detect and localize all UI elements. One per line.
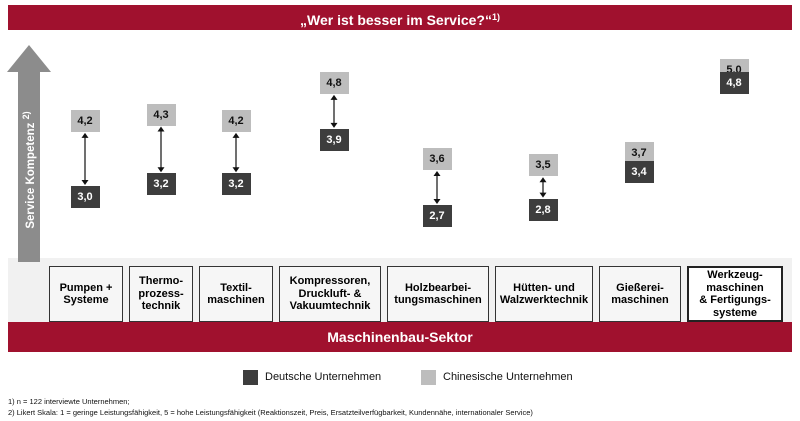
value-box-chinesische: 4,2 [221,109,251,132]
value-box-deutsche: 3,2 [146,173,176,196]
legend-label-deutsche: Deutsche Unternehmen [265,371,382,383]
value-box-deutsche: 3,0 [70,185,100,208]
category-holzbearbeitung: Holzbearbei-tungsmaschinen [387,266,489,322]
title-footnote-marker: 1) [491,12,500,22]
range-arrow [81,132,89,185]
sector-banner: Maschinenbau-Sektor [8,322,792,352]
value-box-chinesische: 3,5 [528,154,558,177]
footnote-2: 2) Likert Skala: 1 = geringe Leistungsfä… [8,408,533,417]
category-werkzeugmaschinen: Werkzeug-maschinen & Fertigungs-systeme [687,266,783,322]
value-box-chinesische: 4,2 [70,109,100,132]
chart-title: „Wer ist besser im Service?“ [300,12,492,28]
category-label: Thermo-prozess-technik [138,275,184,313]
category-kompressoren: Kompressoren, Druckluft- & Vakuumtechnik [279,266,381,322]
legend-swatch-deutsche [243,370,258,385]
legend-label-chinesische: Chinesische Unternehmen [443,371,573,383]
range-arrow [157,126,165,173]
title-banner: „Wer ist besser im Service?“1) [8,5,792,30]
category-label: Textil-maschinen [207,281,265,307]
category-label: Werkzeug-maschinen & Fertigungs-systeme [699,269,771,319]
sector-label: Maschinenbau-Sektor [327,329,473,345]
category-label: Holzbearbei-tungsmaschinen [394,281,482,307]
category-thermoprozess: Thermo-prozess-technik [129,266,193,322]
range-arrow [330,94,338,128]
category-label: Kompressoren, Druckluft- & Vakuumtechnik [289,275,371,313]
legend-swatch-chinesische [421,370,436,385]
value-box-chinesische: 3,7 [624,141,654,164]
range-arrow [232,132,240,173]
value-box-deutsche: 2,7 [422,205,452,227]
value-box-deutsche: 3,4 [624,160,654,183]
value-box-deutsche: 3,2 [221,173,251,196]
value-box-chinesische: 3,6 [422,147,452,170]
value-box-chinesische: 4,8 [319,71,349,94]
category-textil: Textil-maschinen [199,266,273,322]
category-label: Hütten- und Walzwerktechnik [499,281,589,307]
category-pumpen: Pumpen + Systeme [49,266,123,322]
range-arrow [433,170,441,204]
range-arrow [539,177,547,198]
category-huetten: Hütten- und Walzwerktechnik [495,266,593,322]
category-giesserei: Gießerei-maschinen [599,266,681,322]
category-label: Pumpen + Systeme [59,281,113,307]
footnote-1: 1) n = 122 interviewte Unternehmen; [8,397,130,406]
value-box-deutsche: 3,9 [319,128,349,151]
value-box-deutsche: 4,8 [719,71,749,94]
value-box-chinesische: 4,3 [146,103,176,126]
category-label: Gießerei-maschinen [611,281,669,307]
value-box-deutsche: 2,8 [528,198,558,221]
